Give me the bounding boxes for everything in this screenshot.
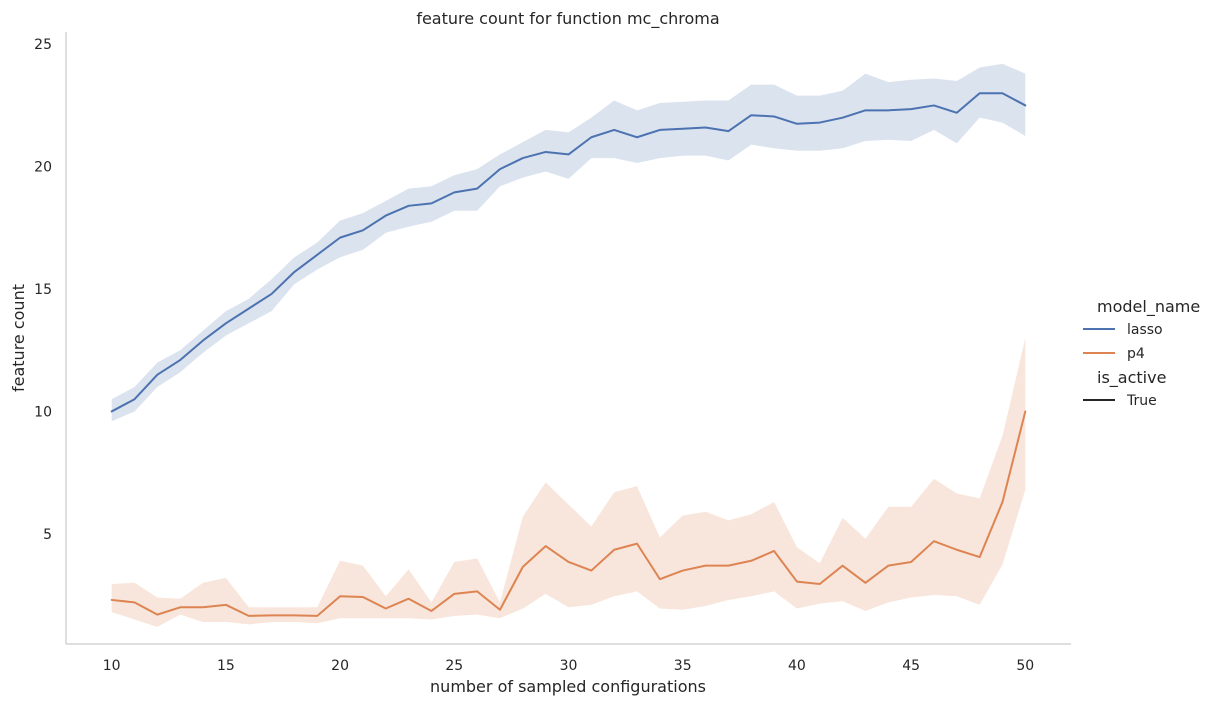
x-tick-label-15: 15: [217, 658, 235, 674]
series-line-p4: [110, 410, 1027, 617]
x-tick-label-30: 30: [560, 658, 578, 674]
y-tick-label-25: 25: [34, 37, 52, 53]
x-tick-label-35: 35: [674, 658, 692, 674]
confidence-band-lasso: [111, 63, 1026, 422]
legend-label-p4: p4: [1127, 346, 1145, 362]
plot-area: [110, 63, 1027, 627]
y-axis-ticks: 5 10 15 20 25: [34, 37, 52, 543]
x-tick-label-10: 10: [103, 658, 121, 674]
chart-title: feature count for function mc_chroma: [416, 9, 719, 29]
legend-title-model-name: model_name: [1097, 297, 1200, 317]
series-line-lasso: [110, 92, 1027, 413]
x-tick-label-20: 20: [331, 658, 349, 674]
x-axis-ticks: 10 15 20 25 30 35 40 45 50: [103, 658, 1034, 674]
legend-label-true: True: [1126, 393, 1157, 409]
x-tick-label-45: 45: [902, 658, 920, 674]
y-tick-label-15: 15: [34, 282, 52, 298]
legend-label-lasso: lasso: [1127, 322, 1163, 338]
y-tick-label-20: 20: [34, 160, 52, 176]
legend-title-is-active: is_active: [1097, 368, 1166, 388]
y-tick-label-10: 10: [34, 404, 52, 420]
x-tick-label-40: 40: [788, 658, 806, 674]
legend: model_name lasso p4 is_active True: [1083, 297, 1200, 409]
x-axis-label: number of sampled configurations: [430, 677, 706, 696]
x-tick-label-50: 50: [1016, 658, 1034, 674]
y-axis-label: feature count: [9, 284, 28, 392]
y-tick-label-5: 5: [43, 527, 52, 543]
confidence-band-p4: [111, 338, 1026, 627]
x-tick-label-25: 25: [445, 658, 463, 674]
